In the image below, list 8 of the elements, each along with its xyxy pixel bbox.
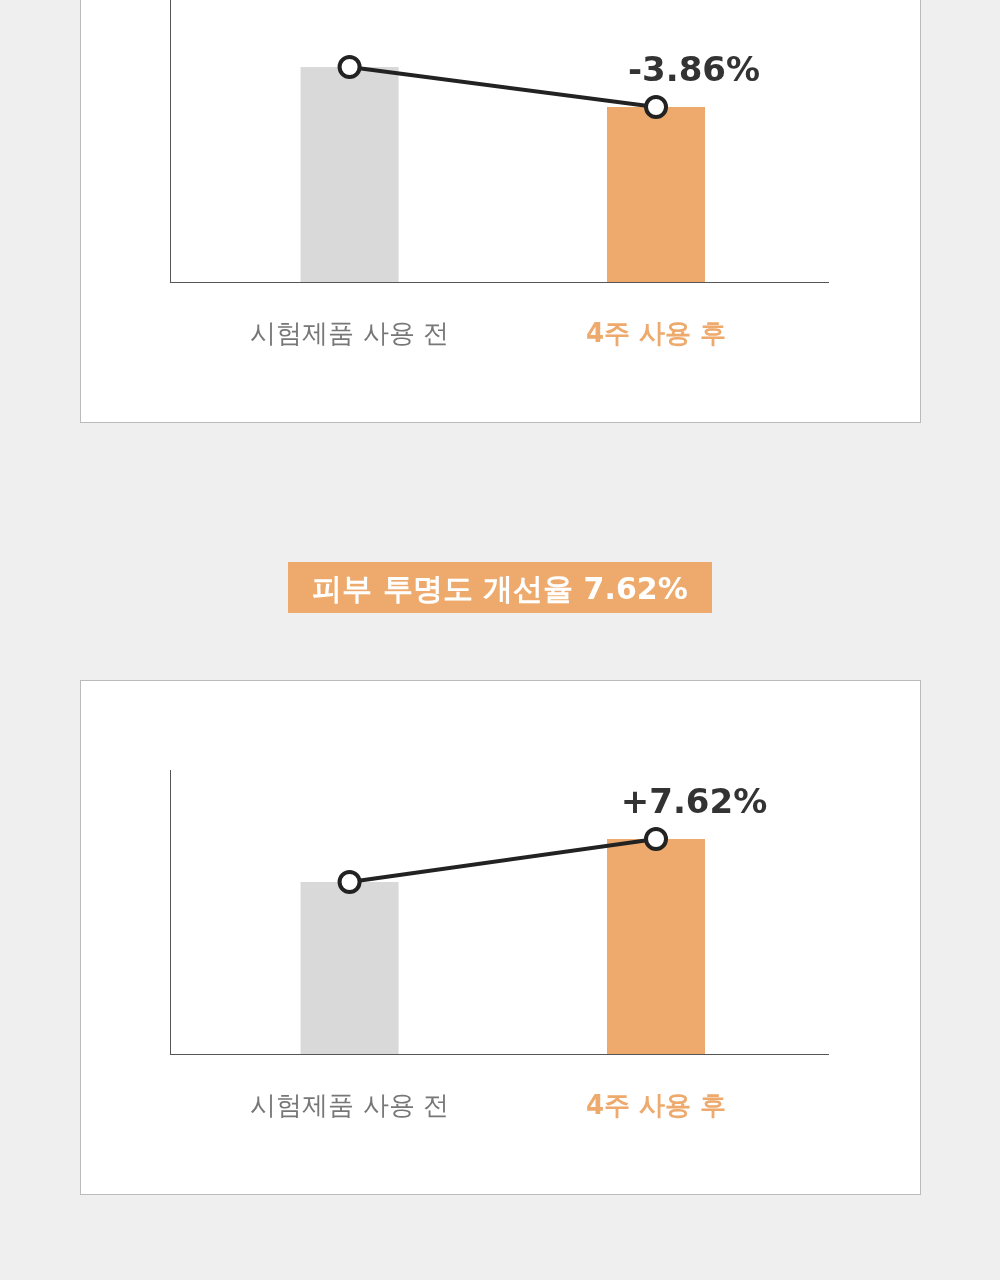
x-tick-label: 시험제품 사용 전 [250,1090,449,1120]
annotation: +7.62% [620,781,768,822]
x-tick-label: 4주 사용 후 [585,1090,727,1120]
chart-title: 피부 투명도 개선율 7.62% [312,571,688,606]
x-tick-label: 4주 사용 후 [585,318,727,348]
title: 피부 투명도 개선율 7.62% [288,562,712,613]
annotation: -3.86% [627,49,761,89]
x-tick-label: 시험제품 사용 전 [250,318,449,348]
